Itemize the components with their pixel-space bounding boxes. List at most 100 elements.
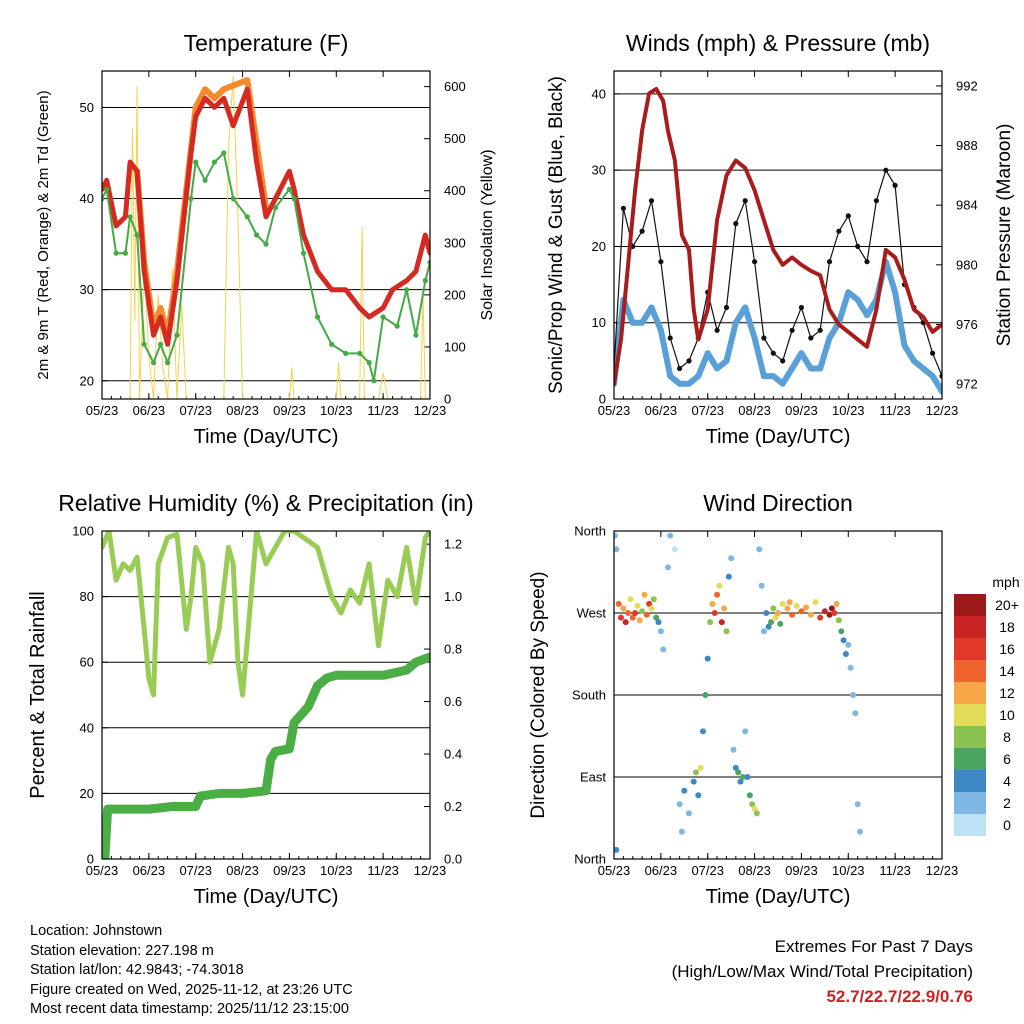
wind-direction-point xyxy=(693,769,699,776)
wind-direction-point xyxy=(833,600,840,607)
wind-direction-point xyxy=(728,555,735,562)
x-tick-label: 07/23 xyxy=(691,403,724,418)
x-tick-label: 12/23 xyxy=(414,403,447,418)
x-tick-label: 07/23 xyxy=(179,863,212,878)
colorbar-swatch xyxy=(954,594,986,616)
wind-direction-point xyxy=(779,600,786,607)
wind-direction-point xyxy=(744,774,751,780)
wind-speed-point xyxy=(779,380,786,387)
wind-direction-point xyxy=(786,599,793,606)
location-text: Location: Johnstown xyxy=(30,923,163,939)
colorbar-swatch xyxy=(954,638,986,660)
wind-speed-point xyxy=(826,335,833,341)
wind-direction-point xyxy=(629,614,636,621)
colorbar-label: 10 xyxy=(999,707,1015,723)
y-tick-label: 100 xyxy=(72,524,94,539)
y-tick-label: 60 xyxy=(80,655,94,670)
wind-direction-point xyxy=(702,692,709,698)
y2-tick-label: 200 xyxy=(444,287,466,302)
y-axis-label: Direction (Colored By Speed) xyxy=(528,571,549,818)
wind-direction-point xyxy=(737,778,744,785)
chart-title: Temperature (F) xyxy=(184,30,349,56)
extremes-box: Extremes For Past 7 Days (High/Low/Max W… xyxy=(672,934,973,1009)
wind-direction-point xyxy=(690,778,697,785)
x-tick-label: 12/23 xyxy=(926,863,959,878)
wind-direction-point xyxy=(686,810,692,817)
total-precip-line xyxy=(102,652,430,859)
wind-direction-point xyxy=(742,728,749,735)
x-tick-label: 05/23 xyxy=(86,403,119,418)
y-tick-label: 30 xyxy=(80,282,94,297)
wind-direction-point xyxy=(643,611,650,618)
x-tick-label: 08/23 xyxy=(226,863,259,878)
plot-border xyxy=(613,530,943,860)
wind-direction-point xyxy=(753,810,760,817)
x-axis-label: Time (Day/UTC) xyxy=(194,886,339,908)
y2-tick-label: 0.8 xyxy=(444,642,462,657)
colorbar-swatch xyxy=(954,792,986,814)
wind-direction-data xyxy=(614,532,863,853)
wind-speed-point xyxy=(657,327,664,334)
wind-speed-point xyxy=(807,365,814,372)
wind-direction-point xyxy=(697,764,704,771)
y2-tick-label: 0.0 xyxy=(444,852,462,867)
y2-tick-label: 600 xyxy=(444,79,466,94)
wind-speed-point xyxy=(639,319,646,326)
wind-direction-point xyxy=(845,641,852,648)
wind-speed-point xyxy=(845,289,852,296)
wind-direction-point xyxy=(627,596,634,603)
x-tick-label: 10/23 xyxy=(320,403,353,418)
wind-direction-point xyxy=(756,546,763,553)
wind-speed-point xyxy=(798,350,805,357)
wind-direction-point xyxy=(622,619,629,626)
wind-speed-point xyxy=(751,335,758,341)
y-tick-label: West xyxy=(577,606,607,621)
y-tick-label: South xyxy=(572,688,606,703)
wind-direction-point xyxy=(676,801,683,808)
station-info: Location: Johnstown Station elevation: 2… xyxy=(30,922,353,1020)
wind-direction-point xyxy=(798,608,805,615)
wind-direction-point xyxy=(615,600,622,607)
wind-speed-point xyxy=(686,380,692,387)
colorbar-label: 18 xyxy=(999,619,1015,635)
wind-direction-point xyxy=(852,710,859,717)
wind-speed-point xyxy=(714,365,721,372)
y-tick-label: 40 xyxy=(592,86,606,101)
x-tick-label: 06/23 xyxy=(133,403,166,418)
temp-9m-line xyxy=(134,77,269,339)
y-tick-label: 50 xyxy=(80,100,94,115)
wind-direction-point xyxy=(763,610,770,616)
extremes-title: Extremes For Past 7 Days xyxy=(774,937,973,956)
wind-direction-point xyxy=(760,628,767,635)
wind-direction-point xyxy=(667,532,674,539)
wind-speed-point xyxy=(789,365,796,372)
y-tick-label: 20 xyxy=(592,239,606,254)
y2-tick-label: 0.2 xyxy=(444,799,462,814)
temp-2m-line xyxy=(102,86,430,347)
x-tick-label: 11/23 xyxy=(367,403,399,418)
wind-direction-point xyxy=(721,605,728,612)
y2-tick-label: 1.2 xyxy=(444,537,462,552)
y2-tick-label: 400 xyxy=(444,183,466,198)
wind-direction-point xyxy=(700,728,706,735)
colorbar-label: 8 xyxy=(1003,729,1011,745)
winds-data xyxy=(614,86,942,395)
x-tick-label: 08/23 xyxy=(738,403,771,418)
wind-direction-point xyxy=(709,600,716,607)
wind-direction-point xyxy=(695,792,702,799)
temperature-panel: Temperature (F) 05/23 06/23 07/23 08/23 09/23… xyxy=(35,30,496,448)
wind-direction-point xyxy=(770,605,777,612)
wind-direction-point xyxy=(807,611,814,618)
wind-direction-point xyxy=(614,546,620,553)
wind-direction-point xyxy=(641,591,648,598)
winds-panel: Winds (mph) & Pressure (mb) 05/23 06/23 07/… xyxy=(546,30,1015,448)
colorbar-swatch xyxy=(954,748,986,770)
wind-direction-point xyxy=(664,564,671,571)
wind-direction-point xyxy=(739,774,746,780)
wind-direction-panel: Wind Direction 05/23 06/23 07/23 08/23 09/23 1… xyxy=(528,490,1020,908)
wind-direction-point xyxy=(777,620,784,627)
colorbar-title: mph xyxy=(992,574,1019,590)
wind-speed-point xyxy=(901,342,908,349)
y-tick-label: 0 xyxy=(599,392,606,407)
x-tick-label: 09/23 xyxy=(273,403,306,418)
